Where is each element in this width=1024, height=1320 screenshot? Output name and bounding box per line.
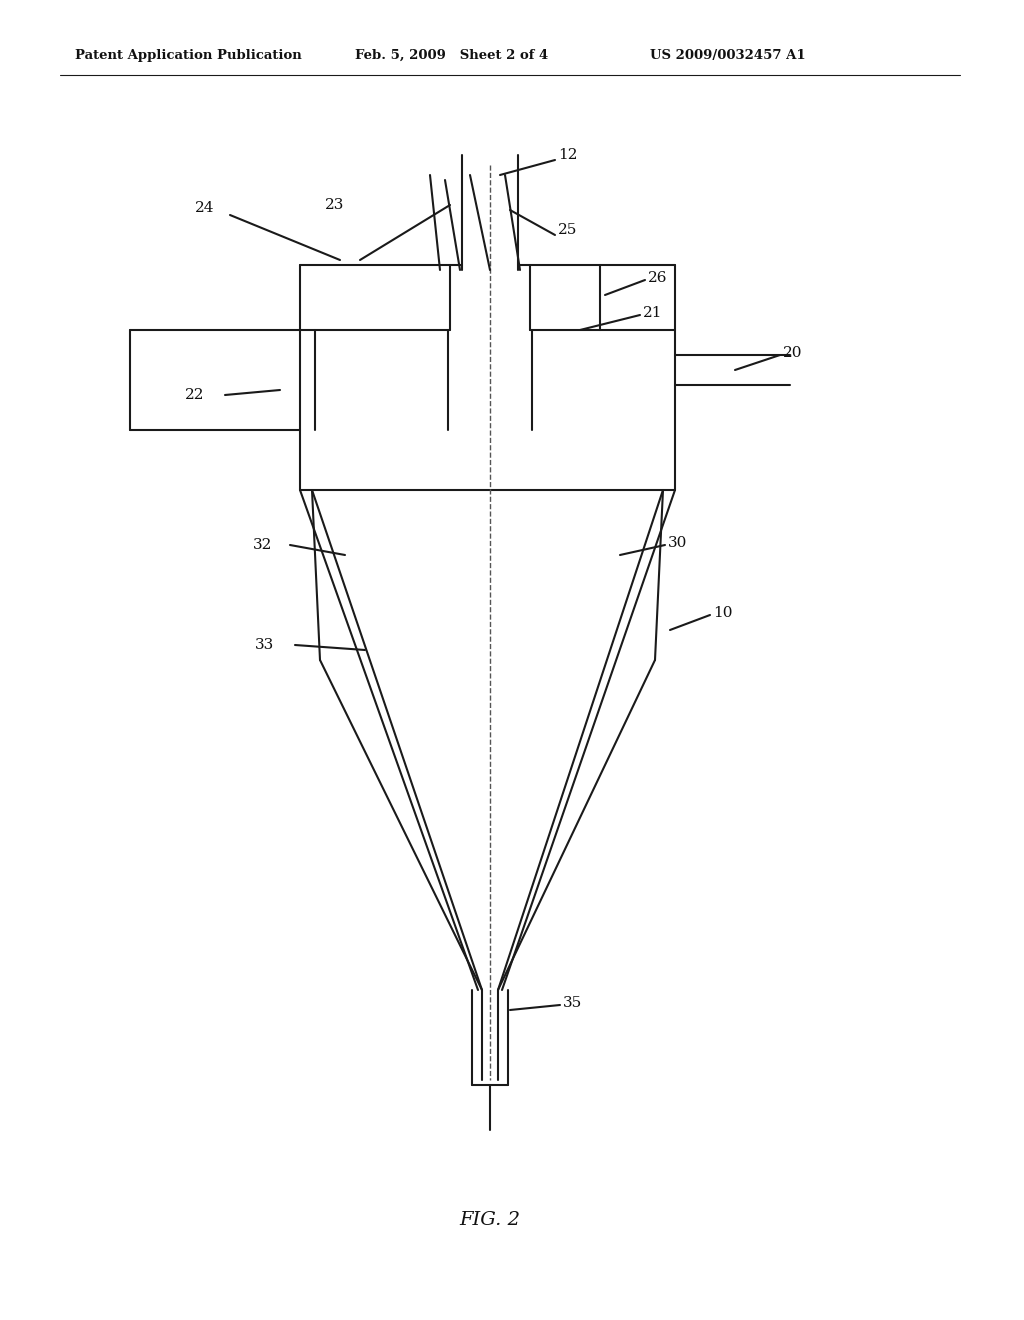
- Text: 12: 12: [558, 148, 578, 162]
- Text: Patent Application Publication: Patent Application Publication: [75, 49, 302, 62]
- Text: 22: 22: [185, 388, 205, 403]
- Text: 33: 33: [255, 638, 274, 652]
- Text: 21: 21: [643, 306, 663, 319]
- Text: 25: 25: [558, 223, 578, 238]
- Text: FIG. 2: FIG. 2: [460, 1210, 520, 1229]
- Text: 20: 20: [783, 346, 803, 360]
- Text: 26: 26: [648, 271, 668, 285]
- Text: 32: 32: [253, 539, 272, 552]
- Text: 30: 30: [668, 536, 687, 550]
- Text: 23: 23: [325, 198, 344, 213]
- Text: 24: 24: [195, 201, 214, 215]
- Text: Feb. 5, 2009   Sheet 2 of 4: Feb. 5, 2009 Sheet 2 of 4: [355, 49, 548, 62]
- Text: 35: 35: [563, 997, 583, 1010]
- Text: US 2009/0032457 A1: US 2009/0032457 A1: [650, 49, 806, 62]
- Text: 10: 10: [713, 606, 732, 620]
